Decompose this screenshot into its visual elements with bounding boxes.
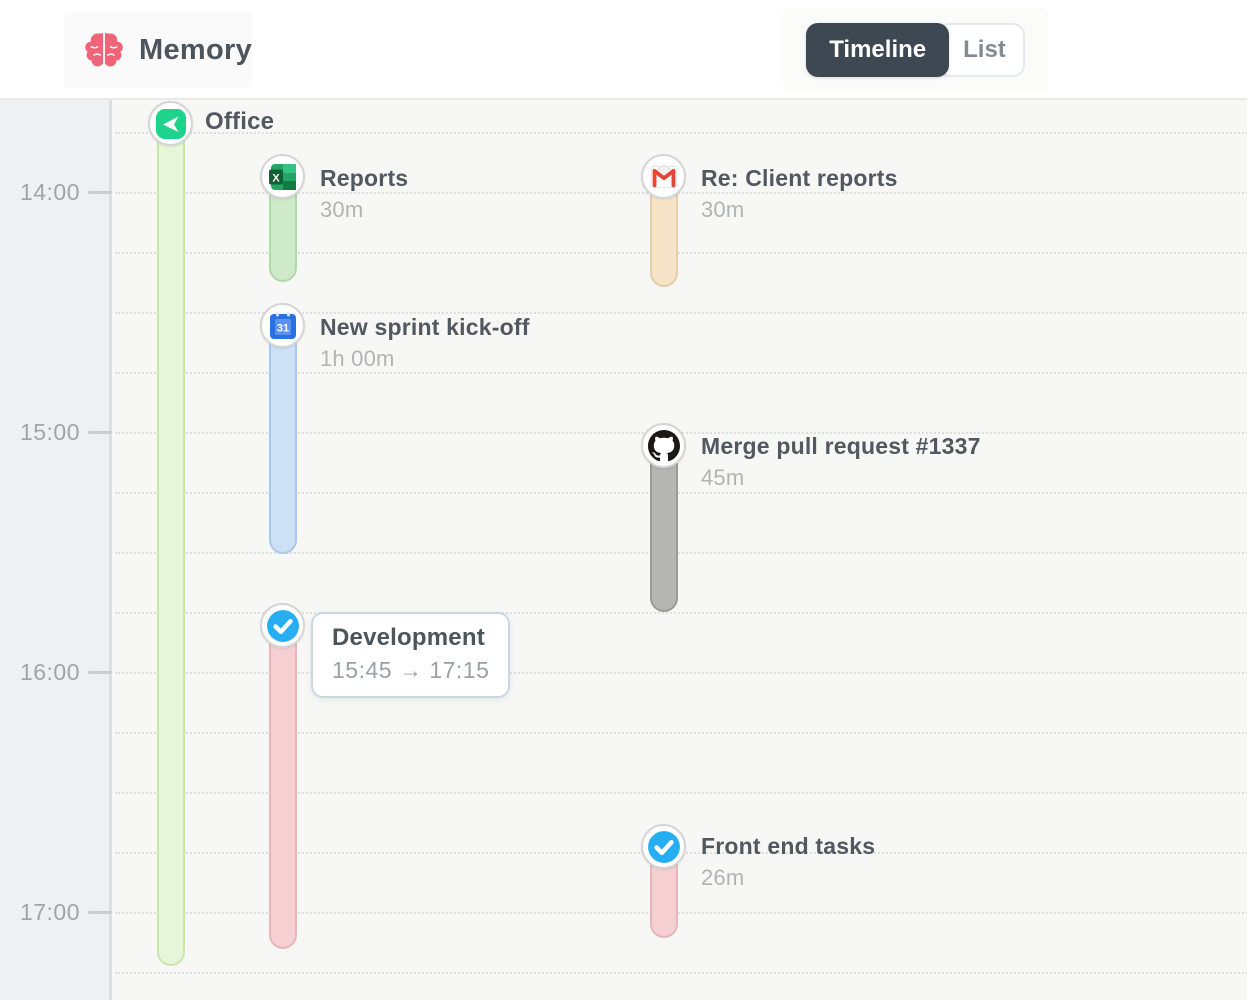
- time-gutter: [0, 100, 112, 1000]
- gridline: [115, 552, 1252, 554]
- gridline: [115, 972, 1252, 974]
- entry-label-front-end-tasks: Front end tasks 26m: [701, 833, 875, 891]
- hour-tick: [88, 430, 112, 434]
- hour-label: 17:00: [19, 899, 80, 925]
- gridline: [115, 372, 1252, 374]
- entry-label-client-reports: Re: Client reports 30m: [701, 165, 898, 223]
- entry-title: Development: [332, 624, 485, 651]
- gridline: [115, 672, 1252, 674]
- gridline: [115, 492, 1252, 494]
- hour-label: 15:00: [19, 419, 80, 445]
- gridline: [115, 912, 1252, 914]
- entry-badge-sprint-kickoff[interactable]: 31: [260, 303, 305, 348]
- gridline: [115, 132, 1252, 134]
- scrollbar-track[interactable]: [1247, 0, 1252, 1000]
- gridline: [115, 792, 1252, 794]
- entry-duration: 30m: [320, 197, 364, 222]
- view-toggle: Timeline List: [783, 8, 1048, 92]
- entry-badge-development[interactable]: [260, 603, 305, 648]
- entry-duration: 26m: [701, 865, 745, 890]
- check-icon: [266, 609, 299, 642]
- entry-duration: 1h 00m: [320, 346, 395, 371]
- entry-time-range: 15:45 → 17:15: [332, 657, 490, 683]
- gridline: [115, 252, 1252, 254]
- entry-bar-sprint-kickoff[interactable]: [269, 312, 297, 554]
- entry-bar-office[interactable]: [157, 123, 185, 966]
- app-header: Memory Timeline List: [0, 0, 1252, 100]
- entry-duration: 45m: [701, 465, 745, 490]
- excel-icon: X: [268, 163, 296, 190]
- entry-title: Front end tasks: [701, 833, 876, 859]
- entry-card-development[interactable]: Development 15:45 → 17:15: [311, 612, 511, 698]
- navigation-arrow-icon: [155, 108, 186, 139]
- hour-tick: [88, 910, 112, 914]
- hour-tick: [88, 190, 112, 194]
- entry-duration: 30m: [701, 197, 745, 222]
- entry-badge-front-end-tasks[interactable]: [641, 824, 686, 869]
- gridline: [115, 312, 1252, 314]
- entry-badge-client-reports[interactable]: [641, 154, 686, 199]
- entry-label-office: Office: [205, 109, 274, 135]
- github-icon: [647, 429, 680, 461]
- entry-badge-reports[interactable]: X: [260, 154, 305, 199]
- hour-label: 16:00: [19, 659, 80, 685]
- hour-label: 14:00: [19, 179, 80, 205]
- app-name: Memory: [139, 33, 252, 66]
- entry-label-reports: Reports 30m: [320, 165, 408, 223]
- entry-title: Merge pull request #1337: [701, 433, 981, 459]
- check-icon: [647, 830, 680, 863]
- gridline: [115, 192, 1252, 194]
- timeline-canvas: Office X Reports 30m: [115, 100, 1252, 1000]
- app-logo[interactable]: Memory: [64, 12, 252, 88]
- entry-title: Office: [205, 108, 275, 135]
- gridline: [115, 432, 1252, 434]
- entry-title: Re: Client reports: [701, 165, 898, 191]
- hour-tick: [88, 670, 112, 674]
- entry-title: Reports: [320, 165, 409, 191]
- brain-icon: [85, 31, 123, 67]
- entry-badge-pull-request[interactable]: [641, 423, 686, 468]
- entry-title: New sprint kick-off: [320, 314, 530, 340]
- gmail-icon: [650, 164, 677, 188]
- entry-label-pull-request: Merge pull request #1337 45m: [701, 433, 981, 491]
- tab-list[interactable]: List: [937, 23, 1025, 77]
- timeline-view: 14:00 15:00 16:00 17:00 Office: [0, 100, 1252, 1000]
- google-calendar-icon: 31: [269, 312, 296, 339]
- entry-badge-office[interactable]: [148, 101, 193, 146]
- svg-text:X: X: [272, 172, 280, 184]
- gridline: [115, 732, 1252, 734]
- gridline: [115, 612, 1252, 614]
- tab-timeline[interactable]: Timeline: [806, 23, 950, 77]
- entry-bar-development[interactable]: [269, 612, 297, 949]
- svg-text:31: 31: [276, 322, 288, 334]
- entry-label-sprint-kickoff: New sprint kick-off 1h 00m: [320, 314, 530, 372]
